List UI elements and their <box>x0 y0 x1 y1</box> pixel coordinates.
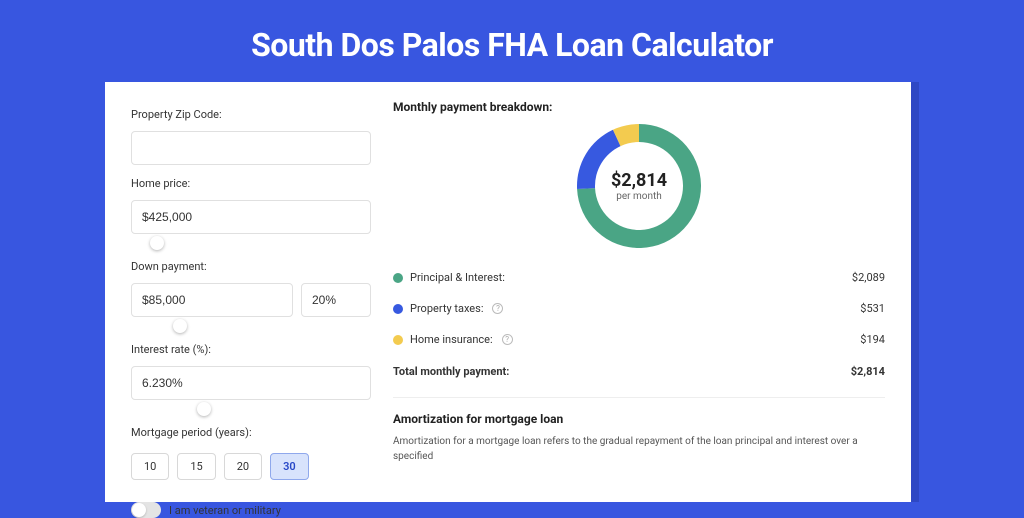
home-price-input[interactable] <box>131 200 371 234</box>
breakdown-row: Home insurance:? $194 <box>393 324 885 355</box>
help-icon[interactable]: ? <box>502 334 513 345</box>
down-payment-slider-thumb[interactable] <box>173 319 187 333</box>
breakdown-amount: $2,089 <box>852 271 885 284</box>
down-payment-pct-input[interactable] <box>301 283 371 317</box>
calculator-card: Property Zip Code: Home price: Down paym… <box>105 82 911 502</box>
amortization-title: Amortization for mortgage loan <box>393 412 885 426</box>
breakdown-label: Home insurance: <box>410 333 493 346</box>
calculator-frame: Property Zip Code: Home price: Down paym… <box>105 82 919 502</box>
mortgage-period-options: 10 15 20 30 <box>131 453 371 480</box>
breakdown-row: Principal & Interest: $2,089 <box>393 262 885 293</box>
veteran-toggle-label: I am veteran or military <box>169 504 281 517</box>
zip-label: Property Zip Code: <box>131 108 371 121</box>
legend-dot <box>393 335 403 345</box>
down-payment-label: Down payment: <box>131 260 371 273</box>
home-price-label: Home price: <box>131 177 371 190</box>
veteran-toggle[interactable] <box>131 502 161 518</box>
breakdown-list: Principal & Interest: $2,089 Property taxe… <box>393 262 885 387</box>
interest-rate-label: Interest rate (%): <box>131 343 371 356</box>
donut-chart-wrap: $2,814 per month <box>393 124 885 248</box>
mortgage-period-option[interactable]: 30 <box>270 453 309 480</box>
interest-rate-slider-thumb[interactable] <box>197 402 211 416</box>
breakdown-total-label: Total monthly payment: <box>393 365 509 378</box>
down-payment-input[interactable] <box>131 283 293 317</box>
amortization-text: Amortization for a mortgage loan refers … <box>393 434 885 464</box>
breakdown-total-row: Total monthly payment: $2,814 <box>393 355 885 387</box>
donut-center-amount: $2,814 <box>611 170 667 191</box>
page-title: South Dos Palos FHA Loan Calculator <box>0 0 1024 82</box>
breakdown-column: Monthly payment breakdown: $2,814 per mo… <box>393 100 885 484</box>
breakdown-label: Principal & Interest: <box>410 271 505 284</box>
breakdown-row: Property taxes:? $531 <box>393 293 885 324</box>
help-icon[interactable]: ? <box>492 303 503 314</box>
breakdown-title: Monthly payment breakdown: <box>393 100 885 114</box>
amortization-section: Amortization for mortgage loan Amortizat… <box>393 397 885 464</box>
zip-input[interactable] <box>131 131 371 165</box>
legend-dot <box>393 273 403 283</box>
breakdown-total-amount: $2,814 <box>851 365 885 378</box>
breakdown-amount: $531 <box>860 302 885 315</box>
veteran-toggle-knob <box>132 503 146 517</box>
donut-chart: $2,814 per month <box>577 124 701 248</box>
mortgage-period-option[interactable]: 15 <box>177 453 215 480</box>
mortgage-period-option[interactable]: 20 <box>224 453 262 480</box>
donut-center-sub: per month <box>611 191 667 202</box>
mortgage-period-option[interactable]: 10 <box>131 453 169 480</box>
legend-dot <box>393 304 403 314</box>
donut-center: $2,814 per month <box>611 170 667 202</box>
mortgage-period-label: Mortgage period (years): <box>131 426 371 439</box>
form-column: Property Zip Code: Home price: Down paym… <box>131 100 371 484</box>
interest-rate-input[interactable] <box>131 366 371 400</box>
breakdown-amount: $194 <box>860 333 885 346</box>
home-price-slider-thumb[interactable] <box>150 236 164 250</box>
breakdown-label: Property taxes: <box>410 302 483 315</box>
